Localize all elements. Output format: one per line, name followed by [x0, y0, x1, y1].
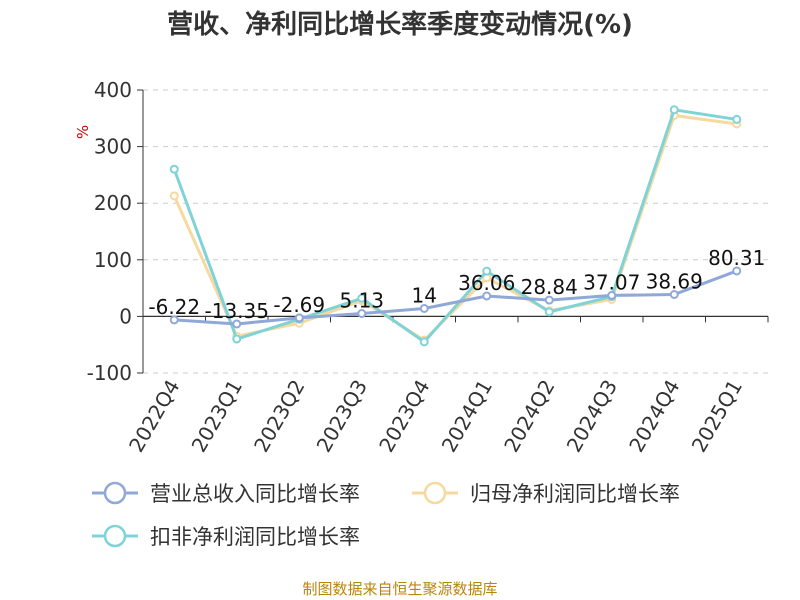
series-point-0: [419, 303, 429, 313]
x-tick-label: 2023Q4: [374, 376, 434, 457]
x-tick-label: 2024Q4: [624, 376, 684, 457]
x-tick-label: 2024Q1: [437, 376, 497, 457]
data-label: 14: [412, 283, 437, 307]
x-tick-label: 2023Q2: [249, 376, 309, 457]
x-tick-label: 2024Q2: [499, 376, 559, 457]
series-point-0: [544, 295, 554, 305]
series-point-0: [357, 308, 367, 318]
series-point-2: [544, 307, 554, 317]
legend-swatch-marker: [423, 481, 447, 505]
series-point-0: [232, 319, 242, 329]
source-note: 制图数据来自恒生聚源数据库: [302, 580, 497, 598]
legend-swatch-marker: [103, 481, 127, 505]
series-point-0: [482, 291, 492, 301]
series-point-0: [669, 290, 679, 300]
chart-title: 营收、净利同比增长率季度变动情况(%): [167, 9, 633, 40]
series-point-0: [732, 266, 742, 276]
y-tick-label: -100: [87, 361, 132, 385]
legend-item-0[interactable]: 营业总收入同比增长率: [92, 481, 360, 506]
series-point-2: [169, 164, 179, 174]
series-point-0: [294, 313, 304, 323]
series-point-2: [669, 105, 679, 115]
series-point-2: [732, 114, 742, 124]
legend-swatch-marker: [103, 524, 127, 548]
legend-item-2[interactable]: 扣非净利润同比增长率: [92, 524, 360, 549]
data-label: 5.13: [339, 288, 384, 312]
data-label: 28.84: [521, 275, 578, 299]
series-line-0: [174, 269, 738, 326]
legend-item-1[interactable]: 归母净利润同比增长率: [412, 481, 680, 506]
data-label: -2.69: [273, 293, 325, 317]
y-axis-unit: %: [74, 125, 92, 139]
data-label: 80.31: [708, 246, 765, 270]
series-point-0: [607, 290, 617, 300]
y-tick-label: 400: [94, 78, 132, 102]
data-label: 37.07: [583, 270, 640, 294]
y-tick-label: 200: [94, 191, 132, 215]
y-tick-label: 300: [94, 135, 132, 159]
legend-label: 归母净利润同比增长率: [470, 482, 680, 506]
data-labels: -6.22 -13.35 -2.69 5.13 14 36.06 28.84 37.07 38.…: [148, 246, 765, 323]
x-tick-label: 2025Q1: [687, 376, 747, 457]
y-tick-label: 100: [94, 248, 132, 272]
series-point-2: [232, 334, 242, 344]
data-label: -13.35: [205, 299, 269, 323]
y-tick-label: 0: [119, 304, 132, 328]
series-point-0: [169, 315, 179, 325]
data-label: 36.06: [458, 271, 515, 295]
series-line-2: [172, 108, 737, 344]
x-tick-label: 2023Q3: [312, 376, 372, 457]
x-tick-label: 2023Q1: [187, 376, 247, 457]
x-tick-label: 2024Q3: [562, 376, 622, 457]
grid: [143, 89, 768, 374]
series-point-2: [482, 266, 492, 276]
data-label: -6.22: [148, 295, 200, 319]
series-point-2: [419, 337, 429, 347]
series-lines: [169, 105, 742, 347]
series-point-1: [169, 191, 179, 201]
legend-label: 扣非净利润同比增长率: [150, 525, 360, 549]
x-tick-label: 2022Q4: [124, 376, 184, 457]
data-label: 38.69: [646, 270, 703, 294]
series-point-2: [357, 293, 367, 303]
legend-label: 营业总收入同比增长率: [150, 482, 360, 506]
